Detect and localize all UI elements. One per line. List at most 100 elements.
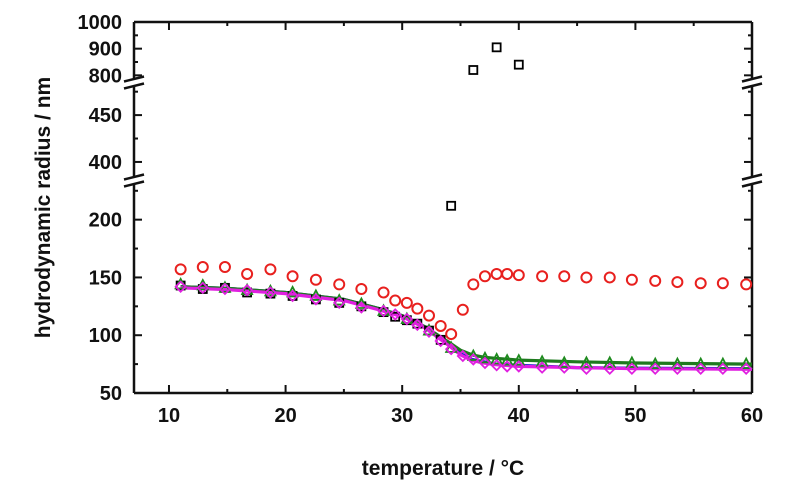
- triangles-point: [478, 350, 492, 364]
- circles-point: [536, 270, 549, 283]
- axis-break-mark: [741, 180, 763, 188]
- triangles-point: [512, 353, 526, 366]
- circles-point: [740, 278, 753, 291]
- diamonds-point: [535, 361, 549, 374]
- diamonds-point: [557, 361, 571, 374]
- axis-break-mark: [123, 180, 145, 188]
- triangles-point: [603, 355, 617, 368]
- squares-point: [390, 311, 401, 322]
- circles-point: [286, 270, 299, 283]
- circles-point: [445, 328, 458, 341]
- triangles-point: [694, 356, 708, 370]
- triangles-point: [557, 355, 571, 368]
- triangles-point: [490, 352, 504, 365]
- circles-point: [490, 267, 503, 280]
- circles-point: [333, 278, 346, 291]
- circles-point: [456, 303, 469, 316]
- circles-point: [196, 261, 209, 274]
- x-tick-label: 60: [741, 405, 763, 427]
- y-tick-label: 400: [89, 152, 122, 174]
- axis-break-mark: [741, 173, 763, 181]
- diamonds-point: [739, 362, 753, 376]
- squares-point: [446, 200, 457, 211]
- diamonds-point: [286, 289, 299, 303]
- diamonds-point: [456, 349, 470, 363]
- x-tick-label: 50: [624, 405, 646, 427]
- diamonds-point: [500, 360, 514, 373]
- x-tick-label: 30: [391, 405, 413, 427]
- circles-point: [400, 296, 413, 309]
- diamonds-point: [377, 304, 390, 318]
- triangles-point: [500, 353, 514, 366]
- circles-point: [501, 267, 514, 280]
- circles-point: [716, 277, 729, 290]
- diamonds-point: [196, 281, 210, 295]
- diamonds-point: [580, 362, 593, 376]
- squares-point: [513, 59, 524, 70]
- y-tick-label: 450: [89, 105, 122, 127]
- circles-point: [241, 267, 254, 280]
- circles-point: [512, 269, 525, 282]
- y-tick-label: 1000: [78, 12, 123, 34]
- circles-point: [580, 271, 593, 284]
- diamonds-point: [716, 362, 730, 376]
- diamonds-point: [694, 362, 707, 376]
- diamonds-point: [240, 283, 254, 297]
- squares-point: [468, 65, 479, 75]
- y-tick-label: 800: [89, 65, 122, 87]
- diamonds-point: [478, 356, 492, 370]
- diamonds-point: [422, 325, 436, 339]
- axis-break-mark: [123, 173, 145, 181]
- triangles-point: [670, 356, 684, 370]
- circles-point: [467, 278, 480, 291]
- x-tick-label: 10: [158, 405, 180, 427]
- diamonds-point: [218, 282, 232, 296]
- circles-point: [218, 261, 231, 274]
- circles-point: [625, 273, 638, 286]
- y-axis-title: hydrodynamic radius / nm: [32, 77, 55, 338]
- diamonds-point: [355, 301, 368, 314]
- circles-point: [423, 309, 436, 322]
- y-tick-label: 50: [100, 383, 122, 405]
- circles-point: [694, 277, 707, 290]
- y-tick-label: 100: [89, 325, 122, 347]
- diamonds-point: [625, 362, 639, 376]
- x-tick-label: 40: [508, 405, 530, 427]
- triangles-point: [466, 348, 480, 361]
- circles-point: [377, 286, 390, 299]
- axis-break-mark: [741, 82, 763, 90]
- diamonds-point: [400, 312, 414, 326]
- diamonds-point: [444, 342, 458, 356]
- axis-break-mark: [123, 82, 145, 90]
- triangles-point: [286, 285, 300, 298]
- x-axis-title: temperature / °C: [362, 457, 524, 480]
- circles-point: [558, 270, 571, 283]
- triangles-point: [648, 356, 662, 370]
- diamonds-point: [411, 318, 424, 332]
- diamonds-point: [512, 360, 526, 373]
- diamonds-point: [309, 293, 323, 306]
- diamonds-point: [388, 308, 402, 321]
- circles-point: [389, 294, 402, 307]
- axis-break-mark: [123, 75, 145, 83]
- diamonds-point: [467, 353, 480, 366]
- squares-point: [491, 42, 502, 53]
- diamonds-point: [332, 296, 346, 310]
- y-tick-label: 150: [89, 267, 122, 289]
- y-tick-label: 200: [89, 210, 122, 232]
- circles-point: [264, 263, 277, 276]
- circles-point: [174, 263, 187, 276]
- diamonds-point: [490, 358, 503, 372]
- diamonds-point: [603, 362, 617, 376]
- triangles-point: [309, 288, 323, 301]
- diamonds-point: [648, 362, 662, 376]
- triangles-point: [625, 355, 639, 368]
- triangles-point: [535, 354, 549, 367]
- circles-point: [603, 271, 616, 284]
- circles-point: [309, 273, 322, 286]
- triangles-point: [739, 356, 753, 370]
- x-tick-label: 20: [274, 405, 296, 427]
- axis-break-mark: [741, 75, 763, 83]
- circles-point: [649, 274, 662, 287]
